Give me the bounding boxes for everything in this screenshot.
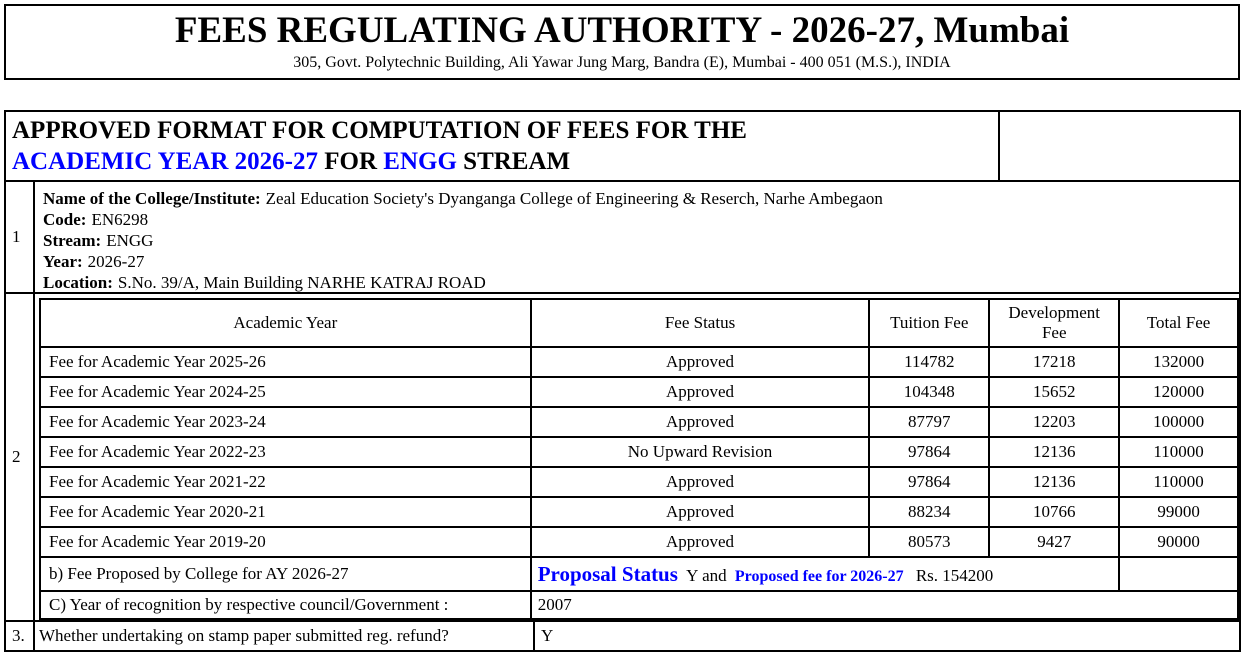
college-stream-label: Stream: (43, 231, 102, 250)
format-title-academic-year: ACADEMIC YEAR 2026-27 (12, 148, 319, 175)
total-fee: 100000 (1118, 406, 1239, 438)
development-fee: 10766 (988, 496, 1121, 528)
fee-status: Approved (529, 376, 871, 408)
tuition-fee: 87797 (868, 406, 991, 438)
college-name-label: Name of the College/Institute: (43, 189, 261, 208)
fee-row-2023-24: Fee for Academic Year 2023-24 Approved 8… (39, 406, 1239, 438)
format-title-row: APPROVED FORMAT FOR COMPUTATION OF FEES … (6, 112, 1239, 182)
col-header-tuition-fee: Tuition Fee (868, 298, 991, 348)
fee-history-table: Academic Year Fee Status Tuition Fee Dev… (39, 298, 1240, 620)
college-code-label: Code: (43, 210, 87, 229)
format-title-line2: ACADEMIC YEAR 2026-27 FOR ENGG STREAM (12, 146, 998, 177)
fee-year: Fee for Academic Year 2025-26 (39, 346, 532, 378)
tuition-fee: 114782 (868, 346, 991, 378)
tuition-fee: 88234 (868, 496, 991, 528)
college-year-label: Year: (43, 252, 83, 271)
college-location-line: Location: S.No. 39/A, Main Building NARHE… (43, 272, 1231, 293)
college-code-line: Code: EN6298 (43, 209, 1231, 230)
authority-header: FEES REGULATING AUTHORITY - 2026-27, Mum… (4, 4, 1240, 80)
proposed-fee-amount: Rs. 154200 (915, 565, 994, 585)
proposal-row-label: b) Fee Proposed by College for AY 2026-2… (39, 556, 532, 592)
section-3-row: 3. Whether undertaking on stamp paper su… (6, 622, 1239, 650)
proposal-empty-cell (1118, 556, 1239, 592)
col-header-total-fee: Total Fee (1118, 298, 1239, 348)
development-fee: 9427 (988, 526, 1121, 558)
format-title-cell: APPROVED FORMAT FOR COMPUTATION OF FEES … (6, 112, 1000, 180)
fee-row-2024-25: Fee for Academic Year 2024-25 Approved 1… (39, 376, 1239, 408)
authority-address: 305, Govt. Polytechnic Building, Ali Yaw… (293, 54, 951, 71)
fees-computation-table: APPROVED FORMAT FOR COMPUTATION OF FEES … (4, 110, 1241, 652)
fee-year: Fee for Academic Year 2022-23 (39, 436, 532, 468)
section-3-number: 3. (6, 622, 35, 650)
college-year-value: 2026-27 (87, 252, 145, 271)
fee-year: Fee for Academic Year 2023-24 (39, 406, 532, 438)
total-fee: 99000 (1118, 496, 1239, 528)
undertaking-answer: Y (541, 626, 554, 645)
fee-row-2019-20: Fee for Academic Year 2019-20 Approved 8… (39, 526, 1239, 558)
proposed-fee-label: Proposed fee for 2026-27 (734, 567, 904, 585)
undertaking-question: Whether undertaking on stamp paper submi… (35, 622, 535, 650)
fee-status: Approved (529, 406, 871, 438)
total-fee: 120000 (1118, 376, 1239, 408)
format-title-stream-suffix: STREAM (463, 148, 571, 175)
proposal-status-cell: Proposal Status Y and Proposed fee for 2… (529, 556, 1121, 592)
tuition-fee: 97864 (868, 466, 991, 498)
total-fee: 110000 (1118, 466, 1239, 498)
recognition-row: C) Year of recognition by respective cou… (39, 590, 1240, 620)
fee-table-header-row: Academic Year Fee Status Tuition Fee Dev… (39, 298, 1239, 348)
college-name-line: Name of the College/Institute: Zeal Educa… (43, 188, 1231, 209)
tuition-fee: 104348 (868, 376, 991, 408)
college-name-value: Zeal Education Society's Dyanganga Colle… (265, 189, 883, 208)
college-location-value: S.No. 39/A, Main Building NARHE KATRAJ R… (117, 273, 486, 292)
college-code-value: EN6298 (91, 210, 149, 229)
fee-year: Fee for Academic Year 2021-22 (39, 466, 532, 498)
tuition-fee: 80573 (868, 526, 991, 558)
college-stream-line: Stream: ENGG (43, 230, 1231, 251)
fee-row-2021-22: Fee for Academic Year 2021-22 Approved 9… (39, 466, 1239, 498)
college-location-label: Location: (43, 273, 113, 292)
development-fee: 12136 (988, 466, 1121, 498)
fee-year: Fee for Academic Year 2024-25 (39, 376, 532, 408)
authority-title: FEES REGULATING AUTHORITY - 2026-27, Mum… (174, 10, 1070, 51)
fee-row-2020-21: Fee for Academic Year 2020-21 Approved 8… (39, 496, 1239, 528)
development-fee: 15652 (988, 376, 1121, 408)
format-title-empty-cell (1000, 112, 1239, 180)
fee-status: Approved (529, 466, 871, 498)
college-info-cell: Name of the College/Institute: Zeal Educa… (35, 182, 1239, 292)
fee-year: Fee for Academic Year 2020-21 (39, 496, 532, 528)
format-title-stream: ENGG (383, 148, 457, 175)
fee-status: Approved (529, 496, 871, 528)
col-header-fee-status: Fee Status (529, 298, 871, 348)
development-fee: 12136 (988, 436, 1121, 468)
recognition-label: C) Year of recognition by respective cou… (39, 590, 532, 620)
section-2-number: 2 (6, 294, 35, 620)
college-year-line: Year: 2026-27 (43, 251, 1231, 272)
proposal-row: b) Fee Proposed by College for AY 2026-2… (39, 556, 1239, 592)
section-1-row: 1 Name of the College/Institute: Zeal Edu… (6, 182, 1239, 294)
col-header-academic-year: Academic Year (39, 298, 532, 348)
proposal-status-value: Y and (686, 565, 727, 585)
fee-status: No Upward Revision (529, 436, 871, 468)
section-1-number: 1 (6, 182, 35, 292)
college-stream-value: ENGG (106, 231, 154, 250)
format-title-line1: APPROVED FORMAT FOR COMPUTATION OF FEES … (12, 117, 747, 144)
recognition-year-value: 2007 (529, 590, 1240, 620)
total-fee: 110000 (1118, 436, 1239, 468)
proposal-status-label: Proposal Status (537, 561, 678, 586)
fee-row-2022-23: Fee for Academic Year 2022-23 No Upward … (39, 436, 1239, 468)
fee-row-2025-26: Fee for Academic Year 2025-26 Approved 1… (39, 346, 1239, 378)
section-2-row: 2 Academic Year Fee Status Tuition Fee D… (6, 294, 1240, 622)
fee-status: Approved (529, 526, 871, 558)
tuition-fee: 97864 (868, 436, 991, 468)
col-header-development-fee: Development Fee (988, 298, 1121, 348)
fee-year: Fee for Academic Year 2019-20 (39, 526, 532, 558)
total-fee: 90000 (1118, 526, 1239, 558)
format-title-for: FOR (324, 148, 378, 175)
total-fee: 132000 (1118, 346, 1239, 378)
development-fee: 17218 (988, 346, 1121, 378)
fee-status: Approved (529, 346, 871, 378)
fee-history-container: Academic Year Fee Status Tuition Fee Dev… (35, 294, 1240, 620)
development-fee: 12203 (988, 406, 1121, 438)
